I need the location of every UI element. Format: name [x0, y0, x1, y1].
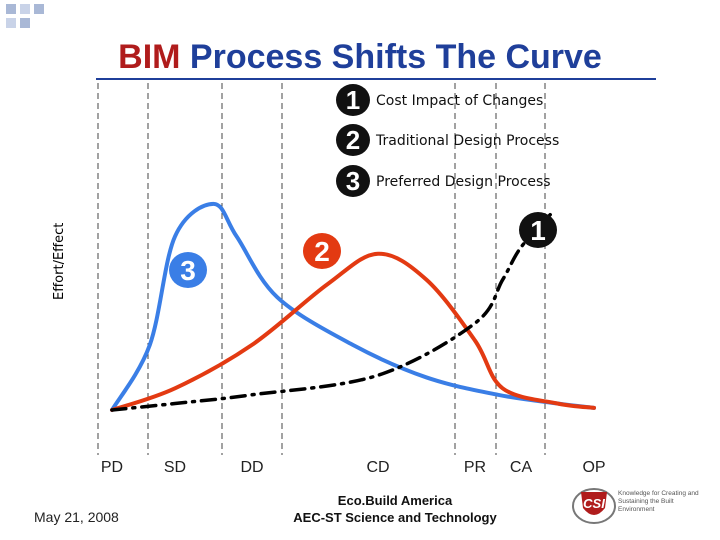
legend-number-2: 2	[346, 125, 360, 155]
x-tick-ca: CA	[509, 459, 533, 476]
slide-footer: Eco.Build America AEC-ST Science and Tec…	[270, 492, 520, 526]
legend-badge-3	[336, 165, 370, 197]
x-tick-dd: DD	[240, 459, 264, 476]
curve-marker-badge-2	[303, 233, 341, 269]
x-tick-pd: PD	[100, 459, 124, 476]
curve-marker-3: 3	[169, 252, 207, 288]
slide-title: BIM Process Shifts The Curve	[0, 38, 720, 77]
corner-square	[20, 18, 30, 28]
footer-line-1: Eco.Build America	[337, 493, 453, 508]
legend-number-1: 1	[346, 85, 360, 115]
legend-badge-1	[336, 84, 370, 116]
legend-number-3: 3	[346, 166, 360, 196]
corner-square	[6, 18, 16, 28]
csi-logo: CSI Knowledge for Creating and Sustainin…	[572, 486, 702, 526]
x-tick-sd: SD	[163, 459, 187, 476]
corner-square	[34, 4, 44, 14]
title-accent: BIM	[118, 38, 181, 76]
csi-logo-text: CSI	[583, 496, 605, 511]
curve-markers: 1 2 3	[169, 212, 557, 288]
legend-item-3: 3 Preferred Design Process	[336, 165, 551, 197]
series-line-3	[110, 201, 596, 412]
x-tick-op: OP	[582, 459, 606, 476]
csi-logo-tagline: Knowledge for Creating and Sustaining th…	[618, 490, 699, 513]
curve-marker-number-3: 3	[180, 255, 196, 286]
legend-item-2: 2 Traditional Design Process	[336, 124, 559, 156]
slide-date: May 21, 2008	[34, 509, 119, 525]
corner-square	[20, 4, 30, 14]
curve-marker-badge-3	[169, 252, 207, 288]
series-line-2	[110, 251, 596, 412]
curve-marker-number-2: 2	[314, 236, 330, 267]
footer-line-2: AEC-ST Science and Technology	[293, 510, 497, 525]
curve-marker-1: 1	[519, 212, 557, 248]
curve-marker-number-1: 1	[530, 215, 546, 246]
legend-label-3: Preferred Design Process	[376, 174, 551, 190]
corner-decoration	[0, 0, 60, 40]
legend-badge-2	[336, 124, 370, 156]
csi-logo-mark: CSI	[572, 488, 616, 524]
series-line-1	[110, 212, 552, 412]
legend-label-2: Traditional Design Process	[375, 133, 559, 149]
series-layer	[110, 201, 596, 412]
title-underline	[96, 78, 656, 80]
legend-label-1: Cost Impact of Changes	[376, 93, 543, 109]
legend: 1 Cost Impact of Changes 2 Traditional Desi…	[336, 84, 559, 197]
curve-marker-2: 2	[303, 233, 341, 269]
legend-item-1: 1 Cost Impact of Changes	[336, 84, 543, 116]
curve-marker-badge-1	[519, 212, 557, 248]
title-main: Process Shifts The Curve	[189, 38, 602, 76]
x-tick-pr: PR	[463, 459, 487, 476]
corner-square	[6, 4, 16, 14]
x-tick-cd: CD	[366, 459, 390, 476]
y-axis-label: Effort/Effect	[52, 222, 67, 300]
